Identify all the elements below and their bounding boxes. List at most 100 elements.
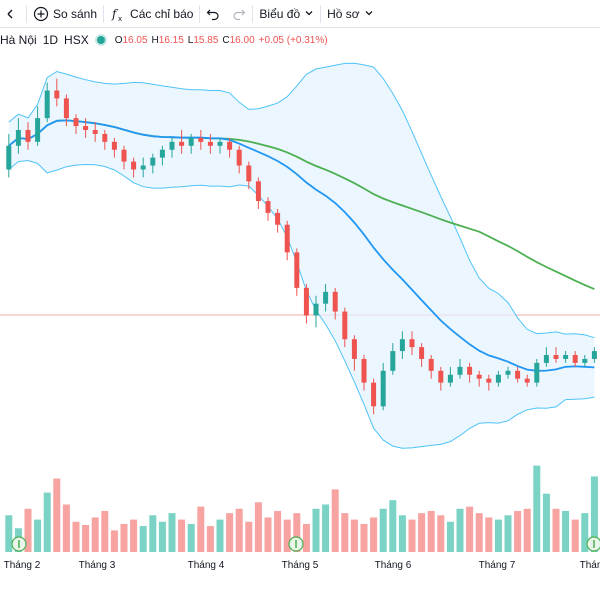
- toolbar-divider: [199, 4, 201, 23]
- volume-bar: [158, 521, 166, 552]
- symbol-trend-toggle[interactable]: [0, 0, 26, 28]
- volume-bar: [62, 504, 70, 552]
- symbol-name[interactable]: Hà Nội: [0, 33, 37, 47]
- candle: [54, 78, 60, 107]
- candle: [44, 82, 50, 123]
- svg-text:x: x: [118, 15, 122, 22]
- volume-bar: [82, 525, 90, 552]
- candle: [275, 208, 281, 233]
- add-circle-icon: [33, 6, 49, 22]
- volume-bar: [542, 493, 550, 552]
- candle: [73, 114, 79, 134]
- volume-bar: [466, 506, 474, 552]
- volume-bar: [187, 523, 195, 552]
- redo-button[interactable]: [226, 0, 252, 28]
- candle: [83, 118, 89, 138]
- chart-type-dropdown[interactable]: Biểu đồ: [253, 0, 320, 28]
- candle: [188, 133, 194, 154]
- compare-button[interactable]: So sánh: [27, 0, 103, 28]
- volume-bar: [24, 508, 32, 552]
- volume-bar: [130, 519, 138, 552]
- event-marker-icon[interactable]: [586, 536, 600, 552]
- candle: [6, 133, 12, 178]
- volume-bar: [5, 515, 13, 552]
- ohlc-values: O16.05 H16.15 L15.85 C16.00 +0.05 (+0.31…: [115, 35, 328, 46]
- candle: [409, 331, 415, 355]
- candle: [111, 137, 117, 158]
- volume-bar: [581, 513, 589, 552]
- low-value: 15.85: [193, 34, 219, 46]
- volume-bar: [120, 523, 128, 552]
- volume-bar: [322, 504, 330, 552]
- volume-bar: [226, 513, 234, 552]
- candle: [140, 157, 146, 178]
- volume-bar: [53, 478, 61, 552]
- candle: [467, 362, 473, 383]
- candle: [438, 366, 444, 391]
- toolbar-divider: [252, 4, 254, 23]
- volume-bar: [446, 521, 454, 552]
- high-label: H: [151, 34, 159, 46]
- volume-bar: [254, 502, 262, 552]
- event-marker-icon[interactable]: [288, 536, 304, 552]
- candle: [207, 133, 213, 154]
- volume-bar: [206, 526, 214, 552]
- candle: [534, 358, 540, 387]
- x-tick-label: Tháng 7: [479, 560, 516, 571]
- event-marker-icon[interactable]: [11, 536, 27, 552]
- profile-label: Hồ sơ: [327, 6, 360, 21]
- candle: [15, 118, 21, 154]
- volume-bar: [475, 513, 483, 552]
- volume-bar: [408, 519, 416, 552]
- indicators-label: Các chỉ báo: [130, 6, 194, 21]
- candle: [380, 362, 386, 411]
- interval-label[interactable]: 1D: [42, 33, 59, 47]
- candle: [457, 358, 463, 379]
- time-axis: Tháng 2 Tháng 3 Tháng 4 Tháng 5 Tháng 6 Tháng…: [4, 560, 600, 571]
- chevron-down-icon: [6, 7, 20, 21]
- candle: [515, 366, 521, 383]
- volume-bar: [274, 510, 282, 552]
- chevron-down-icon: [304, 8, 314, 20]
- volume-bar: [197, 506, 205, 552]
- volume-bar: [283, 519, 291, 552]
- volume-bar: [350, 519, 358, 552]
- candle: [332, 287, 338, 320]
- volume-bar: [418, 513, 426, 552]
- exchange-label: HSX: [64, 33, 89, 47]
- candle: [294, 248, 300, 296]
- candle: [150, 153, 156, 174]
- candle: [303, 283, 309, 324]
- candle: [284, 220, 290, 261]
- volume-bar: [110, 530, 118, 552]
- candle: [323, 283, 329, 312]
- volume-bar: [370, 517, 378, 552]
- x-tick-label: Tháng 5: [282, 560, 319, 571]
- volume-bar: [389, 500, 397, 552]
- candle: [476, 370, 482, 387]
- volume-bar: [552, 508, 560, 552]
- candle: [246, 161, 252, 190]
- open-value: 16.05: [122, 34, 148, 46]
- undo-icon: [206, 7, 220, 21]
- candle: [102, 130, 108, 150]
- profile-dropdown[interactable]: Hồ sơ: [321, 0, 380, 28]
- candle: [159, 145, 165, 166]
- volume-series: [5, 465, 598, 552]
- candle: [217, 137, 223, 154]
- volume-bar: [562, 510, 570, 552]
- candle: [198, 130, 204, 150]
- volume-bar: [34, 519, 42, 552]
- volume-bar: [494, 519, 502, 552]
- volume-bar: [168, 513, 176, 552]
- open-label: O: [114, 34, 123, 46]
- candle: [495, 370, 501, 387]
- undo-button[interactable]: [200, 0, 226, 28]
- event-markers: [11, 536, 600, 552]
- bollinger-lower-line: [8, 159, 595, 449]
- volume-bar: [72, 521, 80, 552]
- close-value: 16.00: [229, 34, 255, 46]
- candle: [35, 106, 41, 146]
